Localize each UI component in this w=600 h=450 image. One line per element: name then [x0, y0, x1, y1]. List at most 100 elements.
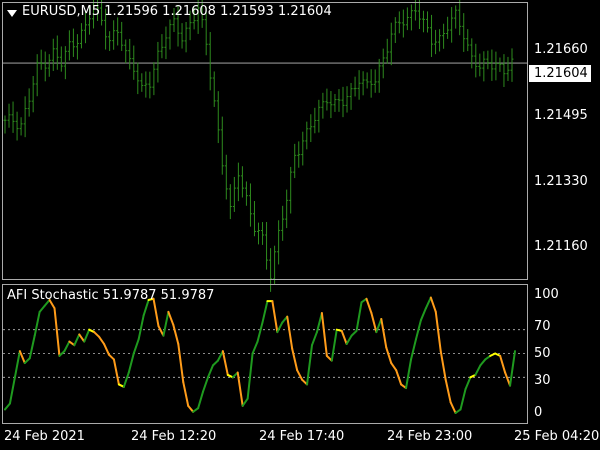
price-bar [19, 117, 23, 136]
price-bar [438, 29, 442, 52]
price-bar [136, 62, 140, 95]
price-bar [478, 53, 482, 77]
price-bar [196, 0, 200, 34]
price-label: 1.21330 [534, 174, 588, 189]
stochastic-segment [355, 301, 363, 332]
price-bar [248, 183, 252, 227]
stochastic-segment [236, 371, 244, 407]
price-bar [397, 11, 401, 34]
stochastic-segment [8, 376, 16, 405]
stochastic-segment [385, 346, 393, 365]
price-bar [369, 69, 373, 98]
symbol-header: EURUSD,M5 1.21596 1.21608 1.21593 1.2160… [22, 4, 332, 19]
stochastic-segment [167, 310, 175, 326]
price-bar [401, 9, 405, 38]
stochastic-segment [63, 340, 71, 353]
stochastic-segment [310, 331, 318, 347]
price-bar [393, 17, 397, 44]
stochastic-segment [187, 404, 195, 413]
stochastic-segment [439, 350, 447, 381]
price-bar [486, 50, 490, 70]
stochastic-segment [296, 369, 304, 381]
stochastic-segment [419, 307, 427, 322]
stochastic-segment [261, 300, 269, 324]
price-bar [232, 176, 236, 212]
price-bar [361, 71, 365, 96]
price-bar [421, 10, 425, 33]
stochastic-segment [127, 352, 135, 374]
price-bar [180, 23, 184, 49]
stochastic-segment [211, 359, 219, 367]
price-bar [168, 19, 172, 50]
price-bar [446, 16, 450, 39]
price-bar [281, 205, 285, 241]
price-bar [75, 34, 79, 60]
stochastic-segment [499, 354, 507, 374]
indicator-level-label: 30 [534, 373, 551, 388]
price-bar [124, 39, 128, 64]
stochastic-segment [484, 354, 492, 361]
price-bar [83, 12, 87, 44]
stochastic-segment [479, 358, 487, 367]
price-bar [385, 38, 389, 64]
price-bar [204, 6, 208, 56]
stochastic-segment [202, 376, 210, 393]
price-bar [35, 54, 39, 97]
stochastic-segment [53, 307, 61, 357]
price-bar [31, 76, 35, 113]
price-bar [216, 91, 220, 144]
price-bar [349, 82, 353, 110]
price-bar [353, 76, 357, 97]
price-bar [104, 8, 108, 50]
stochastic-segment [315, 312, 323, 334]
price-bar [27, 88, 31, 117]
price-bar [71, 28, 75, 57]
stochastic-segment [345, 334, 353, 345]
stochastic-segment [459, 388, 467, 411]
stochastic-segment [271, 300, 279, 334]
price-bar [47, 54, 51, 77]
price-bar [7, 103, 11, 128]
price-bar [301, 131, 305, 166]
price-bar [176, 5, 180, 47]
indicator-level-lines [3, 329, 527, 378]
price-bar [482, 51, 486, 82]
price-bar [426, 11, 429, 33]
stochastic-segment [33, 310, 41, 337]
price-bar [381, 48, 385, 79]
price-bar [140, 73, 144, 92]
stochastic-segment [162, 310, 170, 337]
stochastic-segment [340, 329, 348, 345]
stochastic-segment [405, 358, 413, 390]
stochastic-segment [410, 338, 417, 361]
stochastic-segment [28, 334, 36, 360]
stochastic-segment [207, 364, 214, 379]
price-bar [96, 0, 100, 21]
price-bar [220, 116, 224, 175]
stochastic-segment [464, 376, 472, 391]
stochastic-segment [58, 350, 66, 357]
price-panel[interactable] [2, 2, 528, 280]
stochastic-segment [414, 319, 422, 341]
price-bar [156, 41, 160, 83]
price-bar [454, 5, 458, 29]
stochastic-segment [93, 331, 101, 338]
price-bar [79, 23, 83, 49]
stochastic-segment [375, 317, 383, 334]
price-bar [200, 0, 204, 28]
stochastic-segment [330, 328, 338, 362]
stochastic-segment [241, 397, 249, 407]
dropdown-triangle-icon[interactable] [7, 10, 17, 17]
price-bar [321, 92, 325, 119]
price-bar [23, 96, 27, 138]
stochastic-segment [286, 315, 294, 350]
stochastic-segment [216, 350, 224, 362]
indicator-panel[interactable] [2, 284, 528, 424]
stochastic-segment [112, 358, 120, 386]
price-bar [289, 166, 293, 214]
price-bar [337, 89, 341, 112]
stochastic-segment [509, 350, 516, 387]
stochastic-segment [13, 350, 21, 379]
price-bar [506, 56, 510, 82]
stochastic-segment [83, 328, 91, 343]
